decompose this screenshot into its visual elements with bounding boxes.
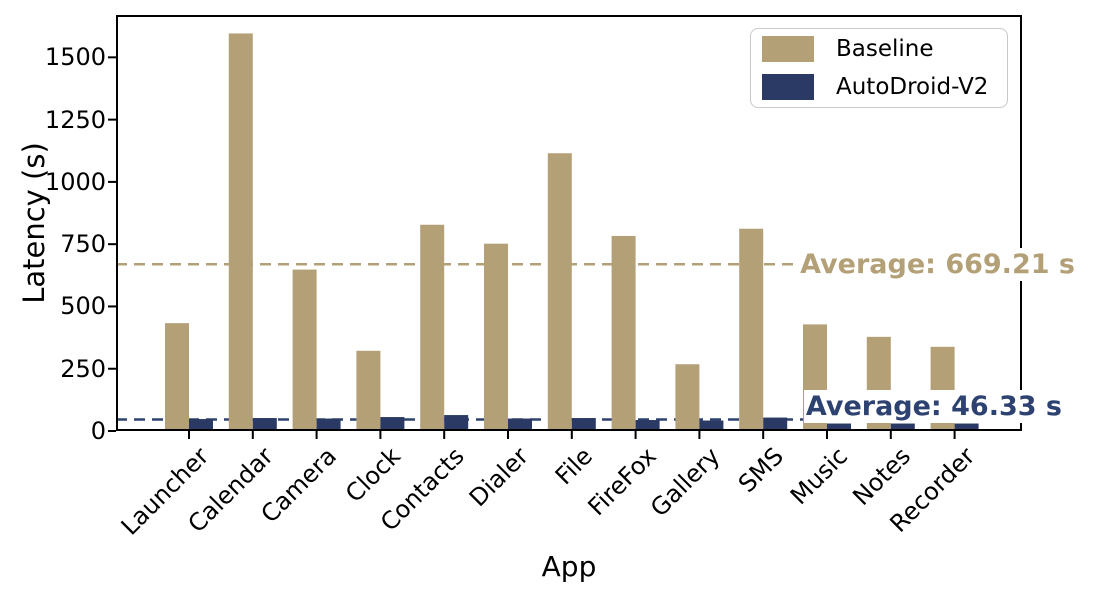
bar-baseline-firefox bbox=[611, 235, 636, 431]
bar-baseline-contacts bbox=[420, 224, 445, 431]
bar-autodroid-v2-dialer bbox=[508, 418, 532, 431]
y-tick-label-500: 500 bbox=[60, 292, 106, 321]
bar-autodroid-v2-gallery bbox=[699, 420, 724, 431]
bar-autodroid-v2-contacts bbox=[444, 415, 469, 431]
x-axis-title: App bbox=[541, 550, 597, 583]
bar-baseline-file bbox=[547, 153, 572, 431]
autodroid-v2-average-annotation: Average: 46.33 s bbox=[803, 390, 1064, 423]
x-tick-label-sms: SMS bbox=[733, 442, 790, 498]
legend-item-autodroid-v2: AutoDroid-V2 bbox=[751, 68, 1007, 106]
y-tick-label-1250: 1250 bbox=[44, 105, 106, 134]
legend: Baseline AutoDroid-V2 bbox=[750, 28, 1008, 108]
x-tick-label-music: Music bbox=[784, 442, 853, 511]
legend-swatch-baseline bbox=[762, 36, 814, 62]
bar-autodroid-v2-recorder bbox=[954, 423, 979, 431]
x-tick-label-gallery: Gallery bbox=[644, 442, 726, 523]
baseline-average-annotation: Average: 669.21 s bbox=[798, 248, 1077, 281]
bar-autodroid-v2-camera bbox=[316, 418, 341, 431]
bar-baseline-dialer bbox=[484, 243, 508, 431]
bar-autodroid-v2-firefox bbox=[635, 420, 660, 431]
axes-spines bbox=[116, 15, 1022, 431]
legend-label-autodroid-v2: AutoDroid-V2 bbox=[836, 74, 989, 100]
bar-autodroid-v2-sms bbox=[763, 417, 788, 431]
legend-label-baseline: Baseline bbox=[836, 36, 934, 62]
bar-autodroid-v2-clock bbox=[380, 417, 405, 431]
x-tick-label-dialer: Dialer bbox=[463, 442, 534, 513]
bar-baseline-gallery bbox=[675, 364, 700, 431]
y-tick-label-0: 0 bbox=[90, 417, 106, 445]
bar-autodroid-v2-music bbox=[827, 423, 851, 431]
y-tick-label-1500: 1500 bbox=[44, 43, 106, 72]
bar-autodroid-v2-notes bbox=[890, 423, 915, 431]
bar-autodroid-v2-file bbox=[571, 418, 596, 431]
bar-baseline-launcher bbox=[165, 323, 189, 431]
y-tick-label-1000: 1000 bbox=[44, 167, 106, 196]
x-tick-label-file: File bbox=[549, 442, 598, 491]
bar-baseline-clock bbox=[356, 350, 381, 431]
x-tick-label-firefox: FireFox bbox=[582, 442, 662, 522]
bar-baseline-calendar bbox=[228, 33, 253, 431]
bar-autodroid-v2-calendar bbox=[252, 418, 277, 431]
bar-baseline-sms bbox=[739, 228, 764, 431]
y-tick-label-250: 250 bbox=[60, 354, 106, 383]
legend-item-baseline: Baseline bbox=[751, 30, 1007, 68]
bar-autodroid-v2-launcher bbox=[189, 419, 213, 431]
bar-baseline-camera bbox=[292, 269, 317, 431]
legend-swatch-autodroid-v2 bbox=[762, 74, 814, 100]
y-tick-label-750: 750 bbox=[60, 230, 106, 259]
